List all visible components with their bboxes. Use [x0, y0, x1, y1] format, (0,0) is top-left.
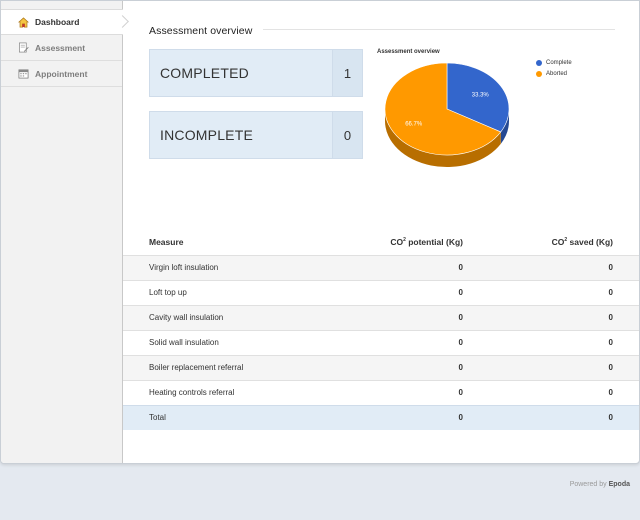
legend-label: Aborted: [546, 70, 568, 77]
measure-cell: Solid wall insulation: [123, 329, 353, 355]
saved-cell: 0: [463, 304, 639, 330]
col-header-text: saved (Kg): [567, 236, 613, 247]
table-header-row: Measure CO2 potential (Kg) CO2 saved (Kg…: [123, 229, 639, 255]
table-row: Boiler replacement referral 0 0: [123, 354, 639, 380]
footer-brand: Epoda: [608, 481, 630, 488]
col-header-measure: Measure: [149, 236, 184, 247]
sidebar-item-dashboard[interactable]: Dashboard: [1, 9, 123, 35]
chart-legend: Complete Aborted: [536, 57, 572, 79]
potential-cell: 0: [353, 329, 463, 355]
document-edit-icon: [18, 42, 29, 53]
section-divider: [263, 29, 615, 30]
potential-cell: 0: [353, 379, 463, 405]
measure-cell: Heating controls referral: [123, 379, 353, 405]
potential-cell: 0: [353, 354, 463, 380]
pie-data-label-aborted: 66.7%: [405, 121, 423, 127]
completed-stat: COMPLETED 1: [149, 49, 363, 97]
table-row: Virgin loft insulation 0 0: [123, 254, 639, 280]
sidebar-item-assessment[interactable]: Assessment: [1, 35, 122, 61]
legend-item-aborted: Aborted: [536, 68, 572, 79]
table-row: Cavity wall insulation 0 0: [123, 304, 639, 330]
pie-slice-side-aborted: [385, 109, 501, 167]
total-saved-cell: 0: [463, 404, 639, 430]
saved-cell: 0: [463, 354, 639, 380]
pie-chart-svg: 33.3% 66.7%: [385, 62, 510, 167]
legend-label: Complete: [546, 59, 572, 66]
sidebar-item-appointment[interactable]: Appointment: [1, 61, 122, 87]
saved-cell: 0: [463, 279, 639, 305]
incomplete-label: INCOMPLETE: [160, 127, 254, 143]
legend-swatch-complete: [536, 59, 542, 66]
table-row: Loft top up 0 0: [123, 279, 639, 305]
assessment-pie-chart: Assessment overview 33.3% 66.7% Complete …: [373, 45, 635, 195]
sidebar: Dashboard Assessment Appointment: [1, 1, 123, 463]
completed-count: 1: [332, 50, 362, 96]
potential-cell: 0: [353, 254, 463, 280]
incomplete-count: 0: [332, 112, 362, 158]
footer-prefix: Powered by: [569, 481, 609, 488]
sidebar-item-label: Appointment: [35, 68, 88, 79]
col-header-text: potential (Kg): [405, 236, 463, 247]
legend-item-complete: Complete: [536, 57, 572, 68]
col-header-sup: 2: [403, 236, 406, 243]
col-header-text: CO: [390, 236, 404, 247]
sidebar-spacer: [1, 1, 122, 9]
app-window: Dashboard Assessment Appointment Assessm…: [0, 0, 640, 464]
measure-cell: Virgin loft insulation: [123, 254, 353, 280]
completed-label: COMPLETED: [160, 65, 249, 81]
section-title: Assessment overview: [149, 25, 253, 37]
col-header-potential: CO2 potential (Kg): [353, 229, 463, 255]
table-total-row: Total 0 0: [123, 404, 639, 430]
total-label-cell: Total: [123, 404, 353, 430]
potential-cell: 0: [353, 279, 463, 305]
saved-cell: 0: [463, 329, 639, 355]
total-potential-cell: 0: [353, 404, 463, 430]
incomplete-stat: INCOMPLETE 0: [149, 111, 363, 159]
saved-cell: 0: [463, 379, 639, 405]
measure-cell: Boiler replacement referral: [123, 354, 353, 380]
footer-powered-by: Powered by Epoda: [570, 481, 630, 488]
pie-data-label-complete: 33.3%: [472, 93, 490, 99]
legend-swatch-aborted: [536, 70, 542, 77]
home-icon: [18, 16, 29, 28]
table-row: Heating controls referral 0 0: [123, 379, 639, 405]
measures-table: Measure CO2 potential (Kg) CO2 saved (Kg…: [123, 229, 639, 430]
table-row: Solid wall insulation 0 0: [123, 329, 639, 355]
measure-cell: Loft top up: [123, 279, 353, 305]
pie-slice-aborted[interactable]: [385, 62, 502, 156]
col-header-text: CO: [551, 236, 565, 247]
calendar-icon: [18, 68, 29, 79]
potential-cell: 0: [353, 304, 463, 330]
saved-cell: 0: [463, 254, 639, 280]
chart-title: Assessment overview: [377, 49, 440, 55]
col-header-saved: CO2 saved (Kg): [463, 229, 639, 255]
col-header-sup: 2: [564, 236, 568, 243]
pie-slice-complete[interactable]: [446, 62, 510, 133]
measure-cell: Cavity wall insulation: [123, 304, 353, 330]
sidebar-item-label: Assessment: [35, 42, 86, 53]
main-content: Assessment overview COMPLETED 1 INCOMPLE…: [123, 1, 639, 463]
sidebar-item-label: Dashboard: [35, 17, 80, 27]
pie-slice-side-complete: [500, 109, 509, 144]
